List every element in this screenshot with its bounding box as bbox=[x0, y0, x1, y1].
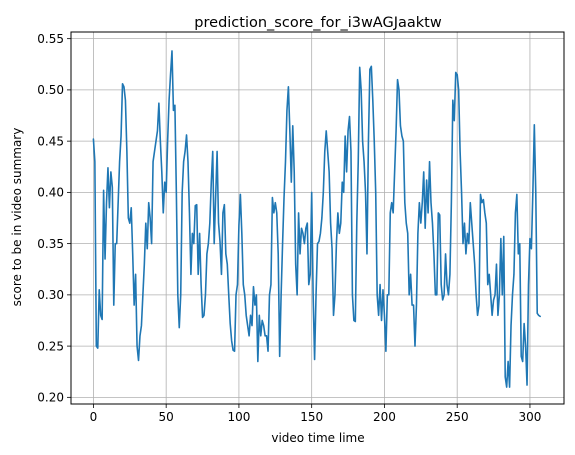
x-axis: 0 50 100 150 200 250 300 bbox=[90, 404, 541, 424]
series-line-prediction_score bbox=[92, 50, 541, 388]
y-tick-label: 0.35 bbox=[37, 237, 64, 251]
y-tick-label: 0.45 bbox=[37, 134, 64, 148]
x-axis-label: video time lime bbox=[271, 431, 364, 445]
y-tick-label: 0.40 bbox=[37, 186, 64, 200]
y-axis-label: score to be in video summary bbox=[10, 128, 24, 307]
x-tick-label: 150 bbox=[300, 410, 323, 424]
x-tick-label: 200 bbox=[373, 410, 396, 424]
series-layer bbox=[92, 50, 541, 388]
y-tick-label: 0.20 bbox=[37, 391, 64, 405]
x-tick-label: 100 bbox=[227, 410, 250, 424]
x-tick-label: 0 bbox=[90, 410, 98, 424]
chart-title: prediction_score_for_i3wAGJaaktw bbox=[194, 15, 442, 31]
plot-frame bbox=[70, 31, 565, 405]
x-tick-label: 250 bbox=[446, 410, 469, 424]
y-axis: 0.20 0.25 0.30 0.35 0.40 0.45 0.50 0.55 bbox=[37, 32, 71, 405]
x-tick-label: 50 bbox=[159, 410, 174, 424]
x-tick-label: 300 bbox=[518, 410, 541, 424]
y-tick-label: 0.25 bbox=[37, 339, 64, 353]
y-tick-label: 0.55 bbox=[37, 32, 64, 46]
y-tick-label: 0.50 bbox=[37, 83, 64, 97]
y-tick-label: 0.30 bbox=[37, 288, 64, 302]
